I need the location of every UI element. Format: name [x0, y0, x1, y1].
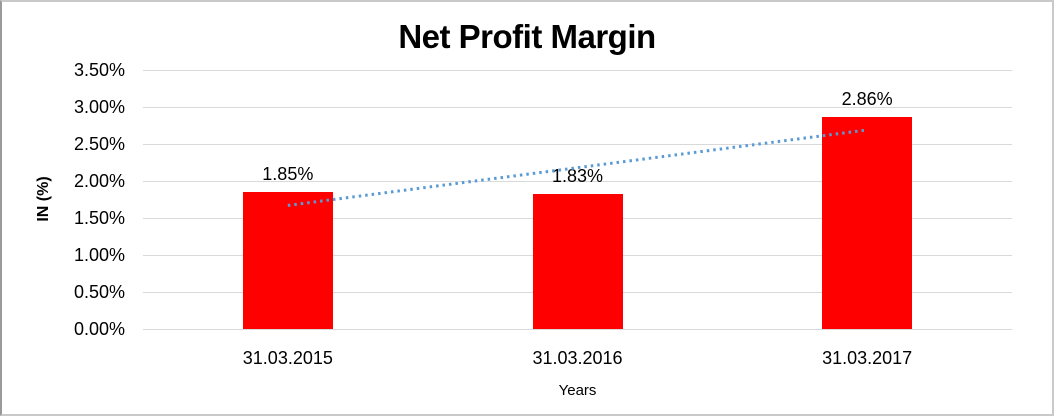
y-tick-label: 0.50% [73, 282, 125, 302]
y-tick-label: 2.50% [73, 134, 125, 154]
y-tick-label: 3.00% [73, 97, 125, 117]
x-category-label: 31.03.2015 [242, 348, 333, 368]
y-axis-title: IN (%) [35, 176, 52, 222]
gridline [143, 106, 1012, 108]
gridline [143, 328, 1012, 330]
x-category-label: 31.03.2017 [822, 348, 913, 368]
bar [242, 192, 333, 329]
chart-title: Net Profit Margin [398, 18, 656, 55]
bar-value-label: 2.86% [841, 89, 893, 110]
y-tick-label: 1.00% [73, 245, 125, 265]
bar-value-label: 1.85% [262, 164, 314, 185]
y-tick-label: 1.50% [73, 208, 125, 228]
y-tick-label: 2.00% [73, 171, 125, 191]
bar [532, 193, 623, 329]
y-tick-label: 0.00% [73, 319, 125, 339]
bar-value-label: 1.83% [551, 165, 604, 186]
x-category-label: 31.03.2016 [532, 348, 623, 368]
bar [822, 117, 913, 329]
y-tick-label: 3.50% [73, 60, 125, 80]
x-axis-title: Years [558, 382, 597, 399]
gridline [143, 69, 1012, 71]
